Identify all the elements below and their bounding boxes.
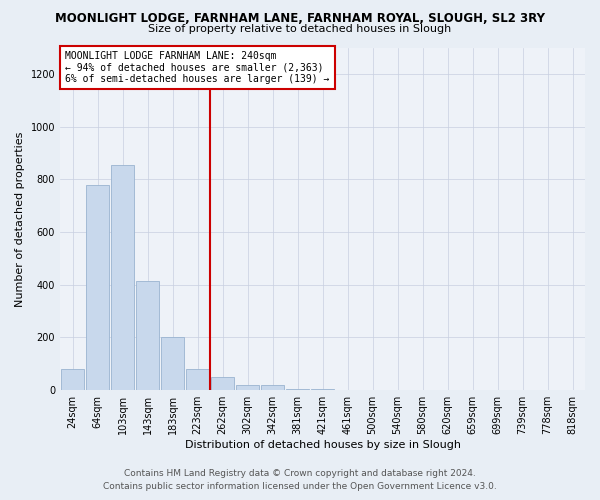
Bar — [161, 338, 184, 390]
Bar — [111, 165, 134, 390]
Bar — [236, 386, 259, 390]
Bar — [261, 386, 284, 390]
Bar — [86, 184, 109, 390]
Bar — [186, 368, 209, 390]
Bar — [286, 389, 309, 390]
Y-axis label: Number of detached properties: Number of detached properties — [15, 131, 25, 306]
Text: MOONLIGHT LODGE, FARNHAM LANE, FARNHAM ROYAL, SLOUGH, SL2 3RY: MOONLIGHT LODGE, FARNHAM LANE, FARNHAM R… — [55, 12, 545, 26]
Bar — [211, 377, 234, 390]
X-axis label: Distribution of detached houses by size in Slough: Distribution of detached houses by size … — [185, 440, 461, 450]
Text: MOONLIGHT LODGE FARNHAM LANE: 240sqm
← 94% of detached houses are smaller (2,363: MOONLIGHT LODGE FARNHAM LANE: 240sqm ← 9… — [65, 51, 329, 84]
Text: Size of property relative to detached houses in Slough: Size of property relative to detached ho… — [148, 24, 452, 34]
Text: Contains HM Land Registry data © Crown copyright and database right 2024.
Contai: Contains HM Land Registry data © Crown c… — [103, 470, 497, 491]
Bar — [136, 281, 159, 390]
Bar — [61, 368, 84, 390]
